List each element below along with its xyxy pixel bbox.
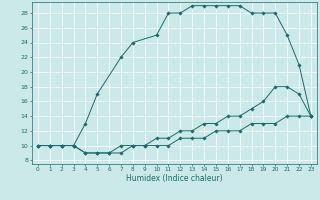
X-axis label: Humidex (Indice chaleur): Humidex (Indice chaleur) xyxy=(126,174,223,183)
